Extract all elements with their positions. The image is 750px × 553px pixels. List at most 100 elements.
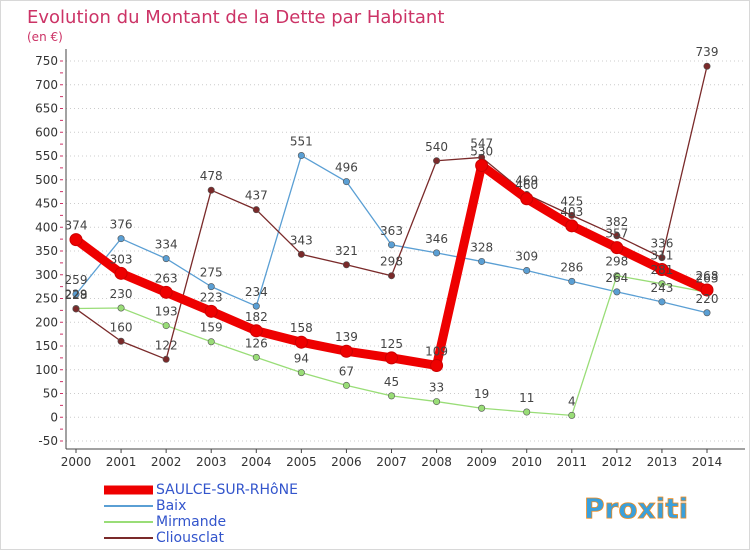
data-point [703, 62, 711, 70]
x-tick-label: 2000 [61, 455, 92, 469]
data-point [385, 351, 398, 365]
data-point [252, 206, 260, 214]
data-label: 530 [470, 145, 493, 159]
data-point [387, 272, 395, 280]
data-point [342, 178, 350, 186]
x-tick-label: 2013 [647, 455, 678, 469]
data-point [249, 324, 263, 338]
data-label: 496 [335, 161, 358, 175]
data-label: 220 [696, 292, 719, 306]
data-labels-group: 2593763342752345514963633463283092862642… [65, 45, 719, 408]
data-point [610, 241, 624, 255]
axes: -50 0 50 100 150 200 250 300 350 400 450 500 550 600 6… [35, 49, 745, 469]
data-point [433, 249, 441, 257]
data-point [252, 302, 260, 310]
data-point [658, 254, 666, 262]
y-tick-label: 400 [35, 220, 58, 234]
data-label: 281 [650, 263, 673, 277]
data-label: 425 [560, 194, 583, 208]
data-point [568, 277, 576, 285]
legend-label: Mirmande [156, 514, 226, 530]
data-label: 403 [560, 205, 583, 219]
data-label: 229 [65, 287, 88, 301]
data-point [117, 337, 125, 345]
data-label: 478 [200, 169, 223, 183]
data-point [162, 255, 170, 263]
series-group [69, 62, 714, 419]
x-tick-label: 2010 [511, 455, 542, 469]
data-label: 139 [335, 330, 358, 344]
data-point [159, 285, 173, 299]
x-tick-label: 2004 [241, 455, 272, 469]
data-point [294, 335, 308, 349]
x-tick-label: 2011 [557, 455, 588, 469]
data-label: 298 [605, 255, 628, 269]
data-point [297, 369, 305, 377]
data-point [342, 381, 350, 389]
data-label: 298 [380, 255, 403, 269]
data-label: 259 [65, 273, 88, 287]
y-tick-label: 700 [35, 78, 58, 92]
data-label: 275 [200, 266, 223, 280]
data-point [568, 211, 576, 219]
data-label: 182 [245, 310, 268, 324]
data-label: 336 [650, 237, 673, 251]
data-label: 460 [515, 178, 538, 192]
data-point [700, 283, 714, 297]
chart-title: Evolution du Montant de la Dette par Hab… [27, 7, 444, 28]
data-label: 469 [515, 173, 538, 187]
data-point [162, 355, 170, 363]
data-point [433, 157, 441, 165]
data-label: 4 [568, 394, 576, 408]
data-label: 363 [380, 224, 403, 238]
data-point [387, 392, 395, 400]
data-point [297, 152, 305, 160]
data-point [565, 219, 579, 233]
y-tick-label: 250 [35, 292, 58, 306]
proxiti-logo: Proxiti [584, 492, 689, 526]
data-label: 311 [650, 249, 673, 263]
data-point [523, 266, 531, 274]
y-tick-label: 0 [50, 410, 58, 424]
y-tick-label: 600 [35, 125, 58, 139]
x-tick-label: 2009 [466, 455, 497, 469]
data-point [72, 305, 80, 313]
legend-label: Cliousclat [156, 530, 224, 546]
x-tick-label: 2007 [376, 455, 407, 469]
data-label: 357 [605, 227, 628, 241]
data-label: 122 [155, 338, 178, 352]
data-point [658, 280, 666, 288]
data-label: 264 [605, 271, 628, 285]
y-tick-label: 750 [35, 54, 58, 68]
data-point [72, 290, 80, 298]
data-label: 45 [384, 375, 399, 389]
data-point [204, 304, 218, 318]
data-point [703, 309, 711, 317]
data-label: 243 [650, 281, 673, 295]
data-label: 230 [110, 287, 133, 301]
data-label: 234 [245, 285, 268, 299]
data-point [478, 404, 486, 412]
data-point [433, 398, 441, 406]
data-point [655, 263, 669, 277]
data-label: 547 [470, 136, 493, 150]
data-label: 328 [470, 240, 493, 254]
data-label: 309 [515, 249, 538, 263]
data-point [207, 186, 215, 194]
data-label: 376 [110, 218, 133, 232]
data-label: 109 [425, 344, 448, 358]
data-label: 11 [519, 391, 534, 405]
data-label: 159 [200, 321, 223, 335]
data-label: 286 [560, 260, 583, 274]
y-tick-label: 350 [35, 244, 58, 258]
y-tick-label: 550 [35, 149, 58, 163]
data-label: 228 [65, 288, 88, 302]
x-tick-label: 2006 [331, 455, 362, 469]
x-tick-label: 2014 [692, 455, 723, 469]
data-label: 334 [155, 238, 178, 252]
y-tick-label: -50 [38, 434, 58, 448]
data-point [520, 192, 534, 206]
data-label: 263 [155, 271, 178, 285]
